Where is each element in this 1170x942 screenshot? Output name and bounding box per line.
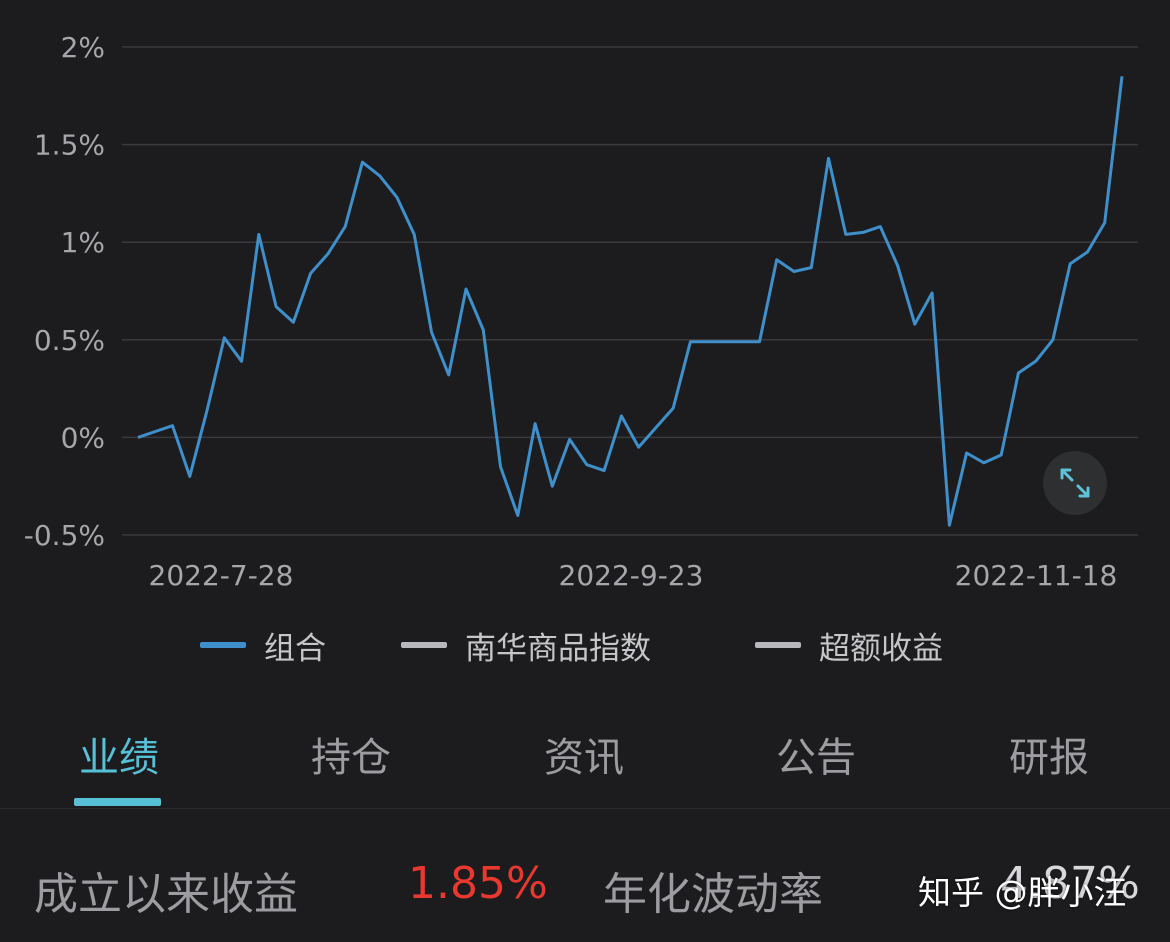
chart-legend: 组合 南华商品指数 超额收益 (0, 622, 1170, 668)
tab-news[interactable]: 资讯 (544, 735, 624, 781)
legend-label: 超额收益 (819, 630, 943, 667)
x-tick-label: 2022-7-28 (149, 559, 294, 592)
y-tick-label: 2% (61, 31, 105, 64)
y-tick-label: 0% (61, 421, 105, 454)
performance-chart[interactable]: 2% 1.5% 1% 0.5% 0% -0.5% 2022-7-28 2022-9-23 20… (0, 0, 1170, 610)
series-line-portfolio (137, 76, 1124, 527)
expand-chart-button[interactable] (1043, 451, 1107, 515)
legend-swatch-excess-return (755, 642, 801, 648)
tab-holdings[interactable]: 持仓 (311, 735, 391, 781)
since-inception-value: 1.85% (408, 858, 548, 909)
legend-label: 组合 (264, 630, 326, 667)
tab-performance[interactable]: 业绩 (79, 735, 159, 781)
y-tick-label: -0.5% (24, 519, 105, 552)
legend-label: 南华商品指数 (465, 630, 651, 667)
tab-announcements[interactable]: 公告 (776, 735, 856, 781)
since-inception-label: 成立以来收益 (34, 869, 298, 920)
chart-svg: 2% 1.5% 1% 0.5% 0% -0.5% 2022-7-28 2022-9-23 20… (24, 31, 1138, 592)
stats-row: 成立以来收益 1.85% 年化波动率 4.87% (0, 858, 1170, 922)
legend-swatch-nanhua-index (401, 642, 447, 648)
y-tick-label: 1.5% (34, 129, 105, 162)
expand-arrows-icon (1060, 468, 1090, 498)
legend-item-nanhua-index[interactable]: 南华商品指数 (401, 622, 651, 668)
tab-bar: 业绩 持仓 资讯 公告 研报 (0, 722, 1170, 809)
legend-item-excess-return[interactable]: 超额收益 (755, 622, 943, 668)
legend-item-portfolio[interactable]: 组合 (200, 622, 326, 668)
tab-research[interactable]: 研报 (1009, 735, 1089, 781)
y-tick-label: 0.5% (34, 324, 105, 357)
legend-swatch-portfolio (200, 642, 246, 648)
x-tick-label: 2022-11-18 (955, 559, 1118, 592)
x-tick-label: 2022-9-23 (559, 559, 704, 592)
volatility-value: 4.87% (1000, 858, 1140, 909)
volatility-label: 年化波动率 (603, 869, 823, 920)
y-tick-label: 1% (61, 226, 105, 259)
active-tab-indicator (74, 798, 161, 806)
watermark: 知乎 @胖小汪 (918, 873, 1127, 912)
